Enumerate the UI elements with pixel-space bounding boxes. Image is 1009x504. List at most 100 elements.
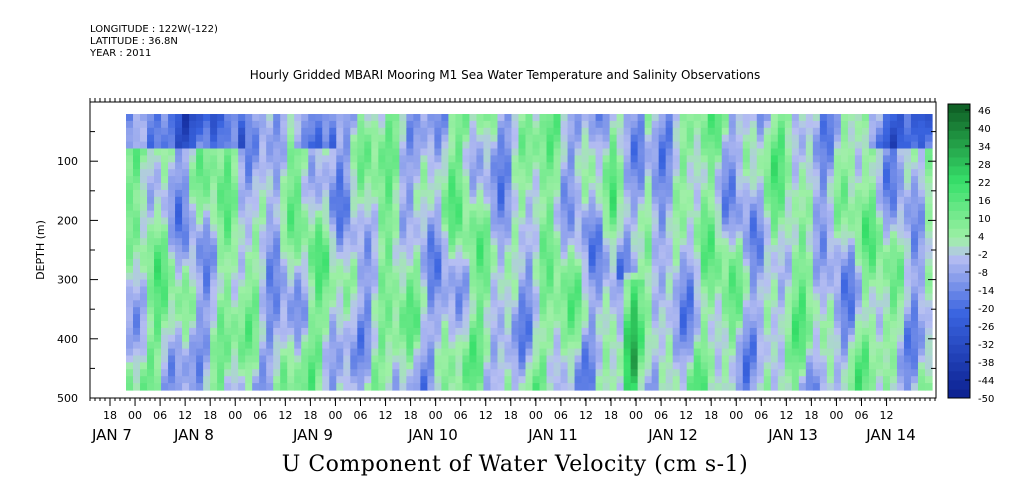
colorbar-swatch bbox=[948, 300, 970, 310]
x-tick-label: 06 bbox=[654, 409, 668, 422]
colorbar-label: 10 bbox=[978, 214, 991, 225]
colorbar-swatch bbox=[948, 184, 970, 194]
colorbar-swatch bbox=[948, 219, 970, 230]
colorbar-swatch bbox=[948, 121, 970, 132]
colorbar-swatch bbox=[948, 104, 970, 114]
colorbar-label: 16 bbox=[978, 196, 991, 207]
x-tick-label: 12 bbox=[278, 409, 292, 422]
x-tick-label: 18 bbox=[404, 409, 418, 422]
colorbar-swatch bbox=[948, 228, 970, 238]
colorbar-swatch bbox=[948, 148, 970, 158]
x-tick-label: 18 bbox=[604, 409, 618, 422]
x-tick-label: 12 bbox=[379, 409, 393, 422]
x-tick-label: 06 bbox=[354, 409, 368, 422]
x-tick-label: 12 bbox=[779, 409, 793, 422]
x-tick-label: 06 bbox=[554, 409, 568, 422]
colorbar-swatch bbox=[948, 112, 970, 123]
longitude-label: LONGITUDE : 122W(-122) bbox=[90, 24, 218, 35]
y-tick-label: 200 bbox=[57, 214, 78, 227]
colorbar-label: -32 bbox=[978, 340, 994, 351]
colorbar-swatch bbox=[948, 157, 970, 167]
x-minor-ticks bbox=[89, 98, 936, 401]
colorbar-frame bbox=[947, 103, 971, 399]
colorbar-swatch bbox=[948, 210, 970, 221]
colorbar-swatch bbox=[948, 389, 970, 399]
colorbar-swatch bbox=[948, 291, 970, 301]
colorbar-label: 28 bbox=[978, 160, 991, 171]
x-tick-label: 00 bbox=[128, 409, 142, 422]
x-day-label: JAN 9 bbox=[292, 426, 333, 444]
x-day-label: JAN 14 bbox=[865, 426, 916, 444]
colorbar-swatch bbox=[948, 380, 970, 390]
x-tick-label: 06 bbox=[253, 409, 267, 422]
y-axis-label: DEPTH (m) bbox=[34, 220, 47, 280]
colorbar-swatch bbox=[948, 344, 970, 354]
x-tick-label: 06 bbox=[855, 409, 869, 422]
colorbar-label: 46 bbox=[978, 106, 991, 117]
x-tick-label: 12 bbox=[880, 409, 894, 422]
colorbar-swatch bbox=[948, 166, 970, 176]
x-tick-label: 12 bbox=[679, 409, 693, 422]
x-tick-label: 00 bbox=[729, 409, 743, 422]
colorbar-swatch bbox=[948, 255, 970, 265]
x-tick-label: 00 bbox=[829, 409, 843, 422]
y-tick-label: 500 bbox=[57, 392, 78, 405]
x-tick-label: 18 bbox=[504, 409, 518, 422]
x-tick-label: 18 bbox=[103, 409, 117, 422]
x-tick-label: 18 bbox=[203, 409, 217, 422]
colorbar-swatch bbox=[948, 193, 970, 203]
x-tick-label: 06 bbox=[754, 409, 768, 422]
x-tick-label: 00 bbox=[429, 409, 443, 422]
colorbar-swatch bbox=[948, 353, 970, 363]
colorbar-swatch bbox=[948, 130, 970, 140]
x-tick-label: 18 bbox=[303, 409, 317, 422]
y-tick-label: 300 bbox=[57, 274, 78, 287]
x-tick-label: 00 bbox=[328, 409, 342, 422]
colorbar-label: -44 bbox=[978, 376, 994, 387]
colorbar-label: 22 bbox=[978, 178, 991, 189]
x-day-label: JAN 8 bbox=[173, 426, 214, 444]
colorbar-label: 40 bbox=[978, 124, 991, 135]
y-tick-label: 100 bbox=[57, 155, 78, 168]
x-axis-label: U Component of Water Velocity (cm s-1) bbox=[281, 452, 749, 477]
x-day-label: JAN 11 bbox=[527, 426, 578, 444]
chart-title: Hourly Gridded MBARI Mooring M1 Sea Wate… bbox=[249, 68, 761, 82]
colorbar-label: -20 bbox=[978, 304, 994, 315]
x-day-label: JAN 13 bbox=[767, 426, 818, 444]
colorbar-swatch bbox=[948, 273, 970, 283]
x-tick-label: 18 bbox=[704, 409, 718, 422]
colorbar-swatch bbox=[948, 202, 970, 212]
colorbar-swatch bbox=[948, 317, 970, 328]
x-tick-label: 00 bbox=[228, 409, 242, 422]
colorbar-swatch bbox=[948, 264, 970, 274]
colorbar-swatch bbox=[948, 335, 970, 345]
year-label: YEAR : 2011 bbox=[90, 48, 152, 59]
colorbar-label: -50 bbox=[978, 394, 994, 405]
colorbar-label: -14 bbox=[978, 286, 994, 297]
colorbar-swatch bbox=[948, 362, 970, 372]
colorbar-label: -2 bbox=[978, 250, 988, 261]
colorbar-swatch bbox=[948, 139, 970, 149]
colorbar-swatch bbox=[948, 326, 970, 336]
colorbar-swatch bbox=[948, 246, 970, 256]
x-tick-label: 12 bbox=[579, 409, 593, 422]
colorbar-label: -8 bbox=[978, 268, 988, 279]
colorbar-label: 34 bbox=[978, 142, 991, 153]
latitude-label: LATITUDE : 36.8N bbox=[90, 36, 178, 47]
colorbar-label: -38 bbox=[978, 358, 994, 369]
x-tick-label: 12 bbox=[479, 409, 493, 422]
colorbar-swatch bbox=[948, 371, 970, 381]
x-day-label: JAN 10 bbox=[407, 426, 458, 444]
colorbar-swatch bbox=[948, 175, 970, 185]
colorbar-label: 4 bbox=[978, 232, 984, 243]
x-tick-label: 18 bbox=[804, 409, 818, 422]
y-tick-label: 400 bbox=[57, 333, 78, 346]
x-tick-label: 00 bbox=[529, 409, 543, 422]
x-tick-label: 00 bbox=[629, 409, 643, 422]
x-tick-label: 12 bbox=[178, 409, 192, 422]
x-tick-label: 06 bbox=[153, 409, 167, 422]
x-day-label: JAN 7 bbox=[91, 426, 132, 444]
colorbar-label: -26 bbox=[978, 322, 994, 333]
x-tick-label: 06 bbox=[454, 409, 468, 422]
